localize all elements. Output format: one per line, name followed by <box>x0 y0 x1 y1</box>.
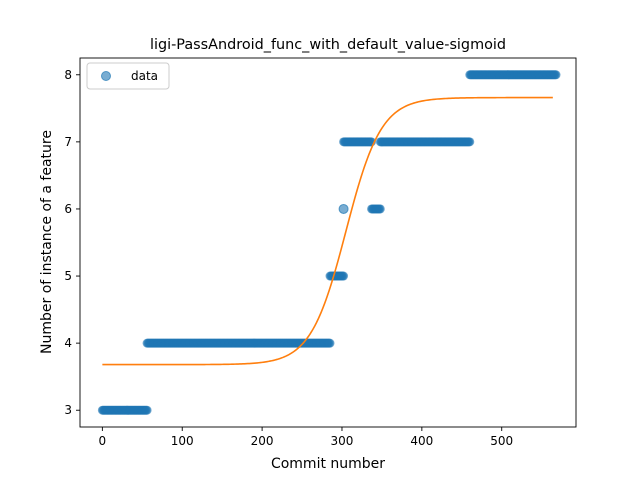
data-point <box>376 204 385 213</box>
y-tick-label: 3 <box>64 403 72 417</box>
chart-title: ligi-PassAndroid_func_with_default_value… <box>150 37 506 53</box>
legend-marker-data <box>102 72 111 81</box>
data-point <box>339 272 348 281</box>
data-point-outlier <box>339 204 348 213</box>
legend-label-data: data <box>131 69 158 83</box>
y-tick-label: 8 <box>64 68 72 82</box>
x-tick-label: 300 <box>331 434 354 448</box>
legend: data <box>87 63 169 89</box>
x-axis-label: Commit number <box>271 456 385 472</box>
x-tick-label: 0 <box>99 434 107 448</box>
data-point <box>552 70 561 79</box>
x-tick-label: 400 <box>410 434 433 448</box>
data-point <box>325 339 334 348</box>
data-point <box>143 406 152 415</box>
x-tick-label: 200 <box>251 434 274 448</box>
x-tick-label: 500 <box>490 434 513 448</box>
y-tick-label: 5 <box>64 269 72 283</box>
data-point <box>465 137 474 146</box>
y-tick-label: 7 <box>64 135 72 149</box>
x-tick-label: 100 <box>171 434 194 448</box>
y-tick-label: 4 <box>64 336 72 350</box>
y-tick-label: 6 <box>64 202 72 216</box>
y-axis-label: Number of instance of a feature <box>39 130 55 354</box>
